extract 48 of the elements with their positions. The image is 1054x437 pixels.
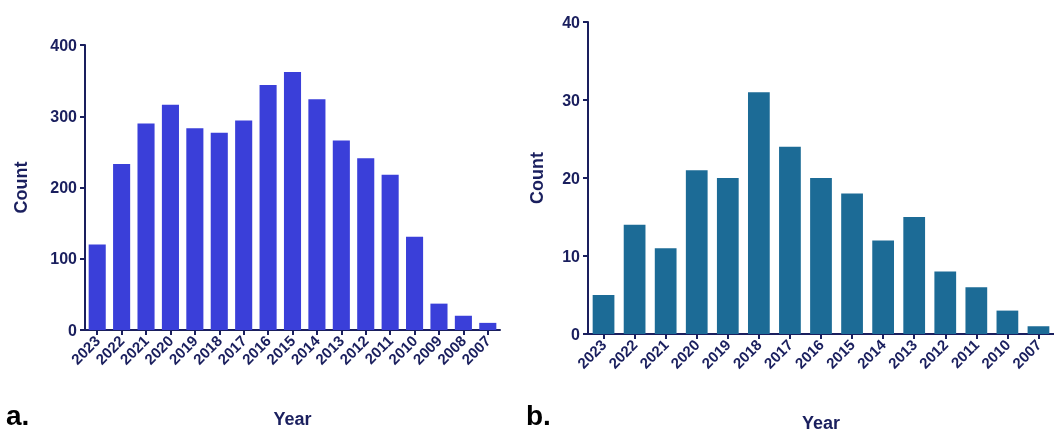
bar <box>903 217 926 334</box>
y-axis-title: Count <box>527 152 547 204</box>
bar <box>1027 326 1050 334</box>
y-tick-label: 0 <box>571 325 581 343</box>
y-tick-label: 30 <box>562 91 581 109</box>
bar <box>872 240 895 334</box>
bar <box>283 72 302 330</box>
x-axis-title: Year <box>801 413 841 433</box>
y-tick-label: 300 <box>50 107 78 125</box>
bar <box>454 315 472 330</box>
bar <box>406 236 424 330</box>
bar <box>965 287 988 334</box>
bar <box>357 158 375 330</box>
y-tick-label: 200 <box>50 179 78 196</box>
bar <box>747 92 770 334</box>
bar <box>654 248 677 334</box>
bar <box>430 303 448 330</box>
bar <box>592 295 615 334</box>
bar <box>308 99 326 330</box>
y-tick-label: 20 <box>562 169 581 187</box>
bar <box>779 146 801 334</box>
y-tick-label: 40 <box>562 13 581 31</box>
bar <box>332 140 350 330</box>
bar <box>186 128 204 330</box>
bar <box>623 224 646 334</box>
bar <box>113 163 131 330</box>
bar <box>381 174 399 330</box>
bar <box>235 120 253 330</box>
bar <box>934 271 957 334</box>
bar <box>716 178 739 334</box>
bar <box>210 132 228 330</box>
y-axis-title: Count <box>11 161 31 214</box>
text: a. <box>6 399 30 431</box>
y-tick-label: 0 <box>68 321 78 339</box>
bar <box>137 123 155 330</box>
bar <box>88 244 106 330</box>
bar <box>810 178 832 334</box>
bar <box>685 170 708 334</box>
bar <box>841 193 863 334</box>
bar <box>479 322 497 330</box>
bar <box>996 310 1019 334</box>
bar <box>259 84 277 330</box>
bar <box>161 104 179 330</box>
y-tick-label: 10 <box>562 247 581 265</box>
x-axis-title: Year <box>273 409 312 429</box>
y-tick-label: 400 <box>50 36 78 54</box>
text: b. <box>526 399 551 431</box>
y-tick-label: 100 <box>50 250 78 268</box>
